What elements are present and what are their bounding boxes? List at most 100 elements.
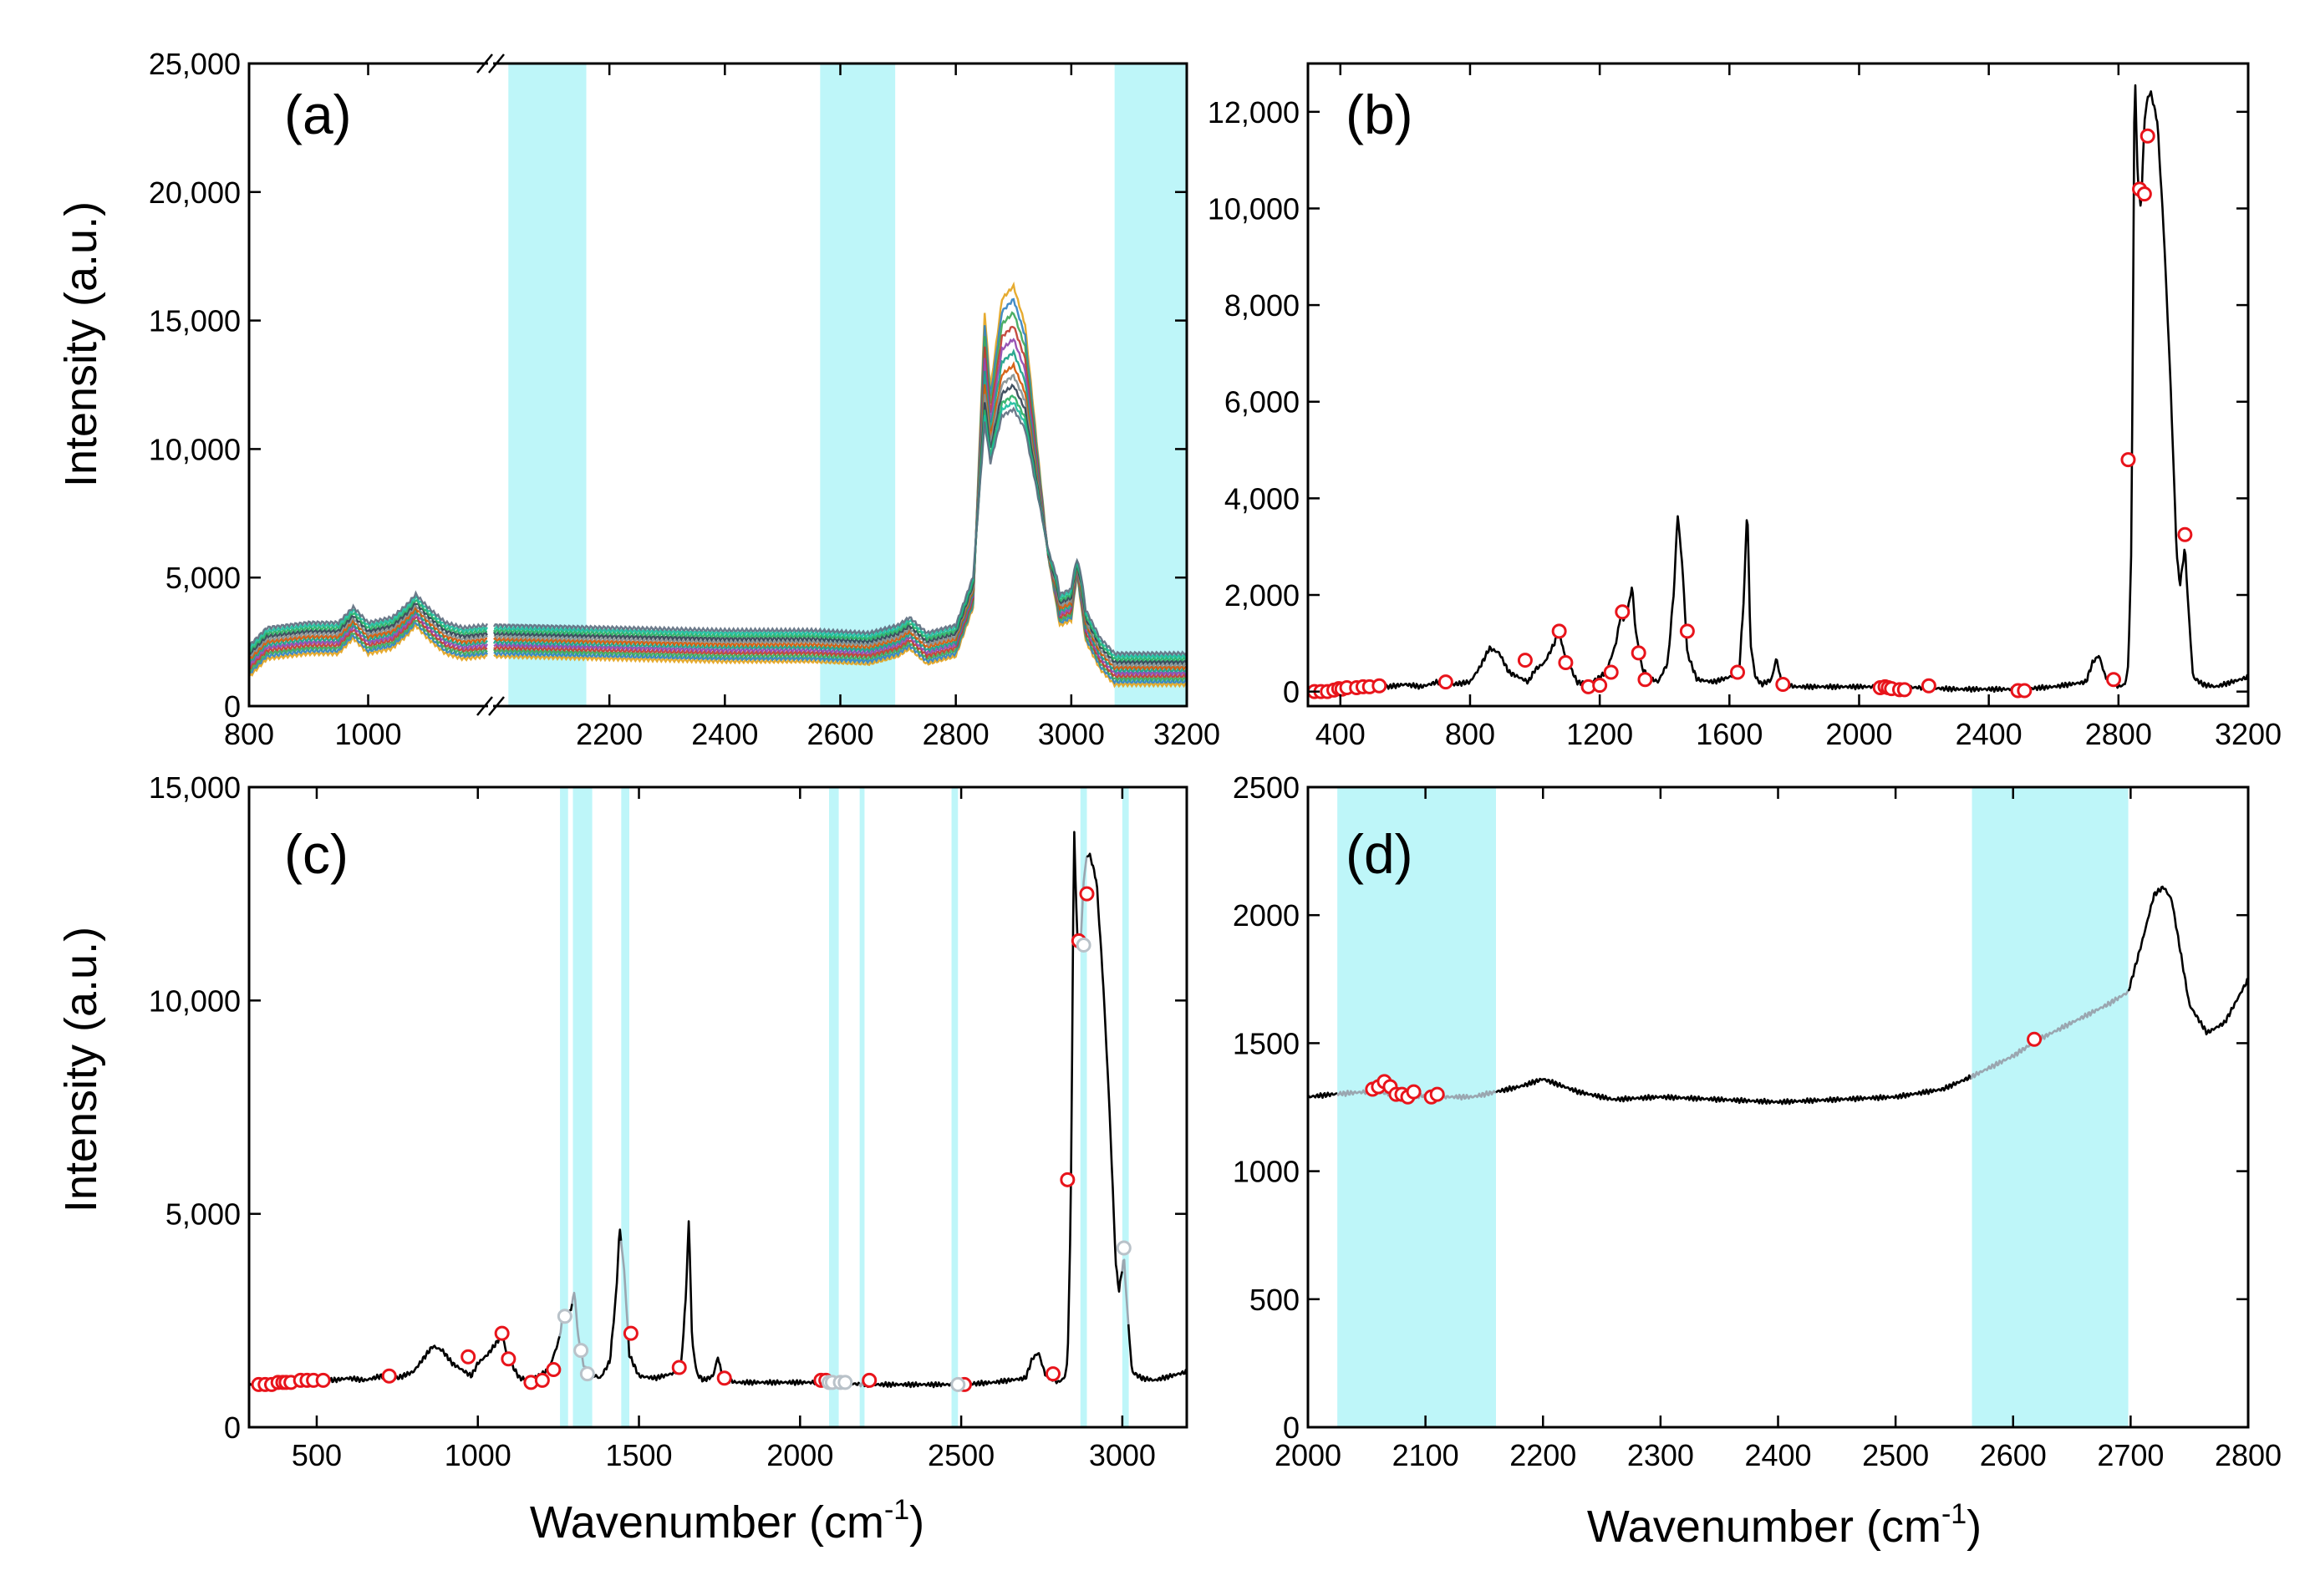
d-ytick-label-2: 1000 [1233,1155,1300,1189]
b-ytick-label-1: 2,000 [1224,578,1300,612]
c-shaded-band-3 [829,787,839,1427]
a-spectrum-2-hi [492,311,1188,683]
c-xtick-label-1: 1000 [445,1438,511,1472]
markers-layer [251,128,2193,1392]
d-xtick-label-5: 2500 [1862,1438,1929,1472]
a-spectrum-11-hi [492,406,1188,657]
d-ytick-label-0: 0 [1283,1410,1300,1445]
shaded-bands-layer [508,64,2129,1427]
a-spectrum-6-hi [493,361,1188,671]
c-spectrum-line-14 [1086,852,1123,1293]
c-marker-17 [546,1362,562,1378]
d-xtick-label-2: 2200 [1509,1438,1576,1472]
c-shaded-band-2 [621,787,629,1427]
c-shaded-band-7 [1122,787,1129,1427]
a-xtick-label-6: 3000 [1038,717,1105,751]
a-spectrum-11-lo [247,590,489,648]
c-masked-marker-6 [837,1375,853,1390]
c-masked-marker-2 [579,1366,595,1382]
a-shaded-band-2 [1114,64,1187,706]
b-marker-30 [1921,678,1936,694]
c-shaded-band-0 [560,787,568,1427]
b-marker-13 [1551,623,1567,639]
a-spectrum-4-hi [493,338,1188,677]
a-spectrum-3-lo [248,615,488,669]
a-axis-break-gap-top [488,61,493,66]
b-xtick-label-7: 3200 [2215,717,2282,751]
b-xtick-label-2: 1200 [1566,717,1633,751]
a-spectrum-8-hi [492,383,1188,665]
b-marker-36 [2136,186,2152,202]
d-ytick-label-5: 2500 [1233,770,1300,805]
a-ytick-label-5: 25,000 [149,47,241,81]
a-xtick-label-0: 800 [224,717,274,751]
a-axis-break-slash-0-1 [488,53,505,74]
x-axis-label-c-main: Wavenumber (cm [530,1497,884,1548]
a-spectrum-8-lo [248,602,488,655]
panel-label-b: (b) [1346,84,1413,145]
x-axis-label-c: Wavenumber (cm-1) [530,1494,924,1548]
x-axis-label-d: Wavenumber (cm-1) [1587,1498,1982,1552]
b-spectrum-line-0 [1307,84,2250,694]
c-masked-marker-1 [573,1343,589,1359]
b-xtick-label-1: 800 [1445,717,1495,751]
a-spectrum-0-hi [493,281,1188,689]
d-shaded-band-1 [1972,787,2129,1427]
b-marker-33 [2106,672,2122,688]
b-marker-37 [2140,128,2155,144]
b-marker-20 [1637,672,1653,688]
d-masked-spectrum-segment-3 [1970,989,2129,1080]
c-marker-12 [460,1349,476,1365]
a-xtick-label-5: 2800 [923,717,990,751]
c-marker-11 [381,1368,397,1384]
x-axis-label-d-sup: -1 [1941,1498,1967,1530]
d-xtick-label-4: 2400 [1744,1438,1811,1472]
a-spectrum-7-hi [493,373,1188,668]
a-axis-break-slash-1-0 [476,696,493,716]
b-marker-10 [1371,678,1387,694]
a-spectrum-10-hi [493,400,1188,660]
b-xtick-label-5: 2400 [1956,717,2023,751]
b-xtick-label-6: 2800 [2085,717,2152,751]
c-spectrum-line-12 [956,831,1081,1388]
b-marker-38 [2177,526,2193,542]
x-axis-label-c-sup: -1 [884,1494,909,1526]
c-shaded-band-4 [859,787,865,1427]
c-shaded-band-6 [1080,787,1087,1427]
a-xtick-label-1: 1000 [334,717,401,751]
c-xtick-label-2: 1500 [605,1438,672,1472]
d-marker-9 [1429,1086,1445,1102]
a-ytick-label-0: 0 [224,689,241,724]
c-ytick-label-2: 10,000 [149,984,241,1018]
a-spectrum-1-hi [493,297,1188,685]
c-xtick-label-5: 3000 [1089,1438,1156,1472]
c-ytick-label-1: 5,000 [165,1197,241,1232]
d-spectrum-line-4 [2127,885,2249,1036]
c-marker-19 [671,1360,687,1375]
x-axis-label-d-main: Wavenumber (cm [1587,1502,1941,1552]
c-marker-26 [1060,1172,1076,1187]
b-xtick-label-3: 1600 [1696,717,1763,751]
a-spectrum-1-lo [248,621,489,674]
c-marker-13 [494,1325,510,1341]
d-marker-7 [1406,1084,1422,1100]
c-marker-28 [1079,886,1095,902]
d-xtick-label-3: 2300 [1627,1438,1694,1472]
a-xtick-label-2: 2200 [576,717,643,751]
a-ytick-label-3: 15,000 [149,304,241,338]
b-ytick-label-3: 6,000 [1224,385,1300,419]
c-spectrum-line-10 [863,1380,953,1389]
panel-label-c: (c) [284,823,349,885]
c-shaded-band-1 [572,787,593,1427]
b-xtick-label-4: 2000 [1825,717,1892,751]
c-spectrum-line-4 [592,1228,623,1380]
b-marker-12 [1517,653,1533,668]
c-marker-18 [623,1325,639,1341]
a-spectrum-9-lo [248,598,487,653]
c-masked-spectrum-segment-5 [619,1240,630,1338]
a-axis-break-slash-0-0 [476,53,493,74]
d-xtick-label-7: 2700 [2097,1438,2164,1472]
d-xtick-label-0: 2000 [1275,1438,1341,1472]
c-ytick-label-0: 0 [224,1410,241,1445]
a-spectrum-2-lo [248,619,488,673]
